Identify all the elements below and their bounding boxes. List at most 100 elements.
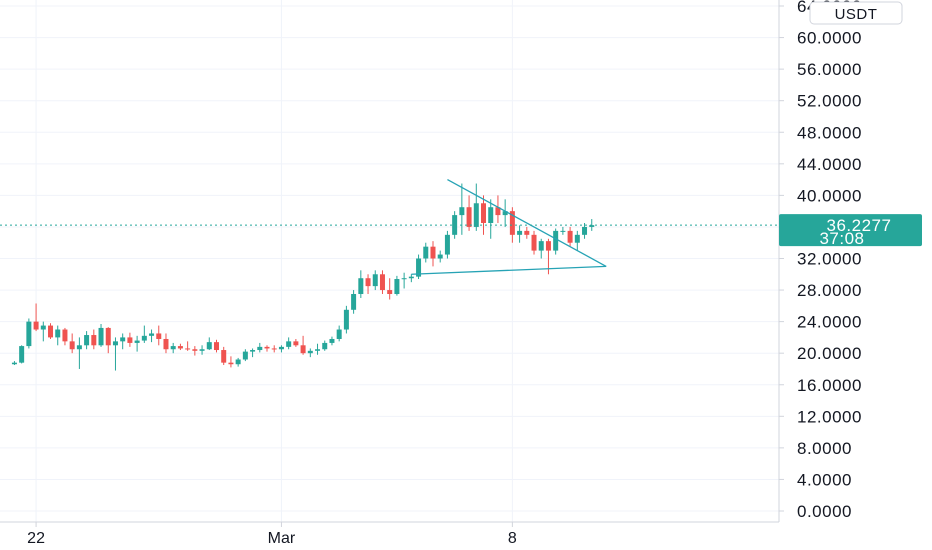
candle (192, 346, 198, 356)
candle (430, 241, 436, 267)
candle-body (271, 348, 277, 350)
candlestick-series (11, 183, 595, 371)
candle-body (55, 329, 61, 338)
candle (76, 337, 82, 369)
candle (322, 340, 328, 351)
price-tick-label: 24.0000 (797, 313, 862, 332)
candle (105, 327, 111, 354)
candle-body (69, 341, 75, 350)
candle-body (459, 207, 465, 216)
candle (567, 226, 573, 247)
candle (213, 339, 219, 353)
candle-body (141, 335, 147, 341)
candle (141, 325, 147, 343)
candle-body (394, 279, 400, 295)
candle (444, 230, 450, 259)
candle-body (257, 346, 263, 351)
candle (488, 199, 494, 239)
candle-body (365, 278, 371, 287)
candle-body (430, 246, 436, 259)
price-tick-label: 56.0000 (797, 60, 862, 79)
candle (459, 183, 465, 235)
candle-body (156, 333, 162, 339)
candle (365, 274, 371, 295)
triangle-trendlines[interactable] (411, 179, 607, 275)
candle-body (560, 230, 566, 232)
candle (401, 272, 407, 289)
candle (206, 337, 212, 351)
candle-body (473, 203, 479, 227)
candle-body (502, 211, 508, 216)
candle-body (163, 338, 169, 350)
candle-body (538, 241, 544, 251)
candle (55, 325, 61, 346)
candle (351, 290, 357, 314)
candle (538, 238, 544, 259)
price-axis-background[interactable] (779, 0, 932, 522)
price-tick-label: 52.0000 (797, 92, 862, 111)
price-tick-label: 12.0000 (797, 407, 862, 426)
candle-body (120, 337, 126, 342)
candle-body (48, 325, 54, 338)
candle (264, 345, 270, 352)
candle-body (11, 362, 17, 365)
time-axis-labels: 22 Mar 8 (27, 522, 517, 547)
candle-body (134, 340, 140, 343)
candle (408, 274, 414, 283)
candle (582, 222, 588, 239)
candle-body (278, 346, 284, 350)
candle (271, 345, 277, 353)
candle-body (98, 327, 104, 346)
candle-body (250, 350, 256, 352)
candle-body (33, 321, 39, 330)
candle (286, 337, 292, 350)
currency-label: USDT (835, 6, 878, 23)
candle-body (524, 230, 530, 235)
candle (531, 230, 537, 255)
candle (257, 342, 263, 353)
candle-body (481, 203, 487, 223)
last-price-value: 36.2277 (827, 216, 892, 235)
candle-body (517, 230, 523, 235)
candle-body (40, 325, 46, 330)
time-axis-background[interactable] (0, 522, 932, 550)
candle-body (307, 350, 313, 354)
candle (502, 199, 508, 227)
currency-badge[interactable]: USDT (809, 1, 903, 25)
candle (170, 342, 176, 354)
candle (452, 211, 458, 239)
vertical-grid (35, 0, 513, 522)
candle (517, 225, 523, 243)
candle-body (336, 329, 342, 339)
candle-body (170, 346, 176, 350)
price-tick-label: 28.0000 (797, 281, 862, 300)
candle-body (416, 258, 422, 277)
candle (394, 275, 400, 296)
candle (574, 230, 580, 251)
candle-body (553, 230, 559, 251)
candle (437, 250, 443, 263)
candle-body (293, 341, 299, 346)
time-tick-label: 22 (27, 530, 45, 547)
candle (91, 329, 97, 350)
candle (379, 270, 385, 295)
candle-body (177, 346, 183, 349)
price-tick-label: 44.0000 (797, 155, 862, 174)
candle-body (582, 226, 588, 235)
candle-body (452, 215, 458, 235)
candle (62, 327, 68, 346)
trendline[interactable] (447, 179, 607, 267)
candle-body (379, 274, 385, 291)
candle (423, 242, 429, 263)
candle-body (408, 276, 414, 279)
candle-body (545, 241, 551, 251)
time-tick-label: 8 (508, 530, 517, 547)
candle-body (437, 254, 443, 259)
trendline[interactable] (411, 265, 607, 275)
candle (134, 335, 140, 352)
candle-body (589, 225, 595, 227)
candle (315, 343, 321, 355)
candle-body (531, 234, 537, 251)
candle (199, 345, 205, 355)
